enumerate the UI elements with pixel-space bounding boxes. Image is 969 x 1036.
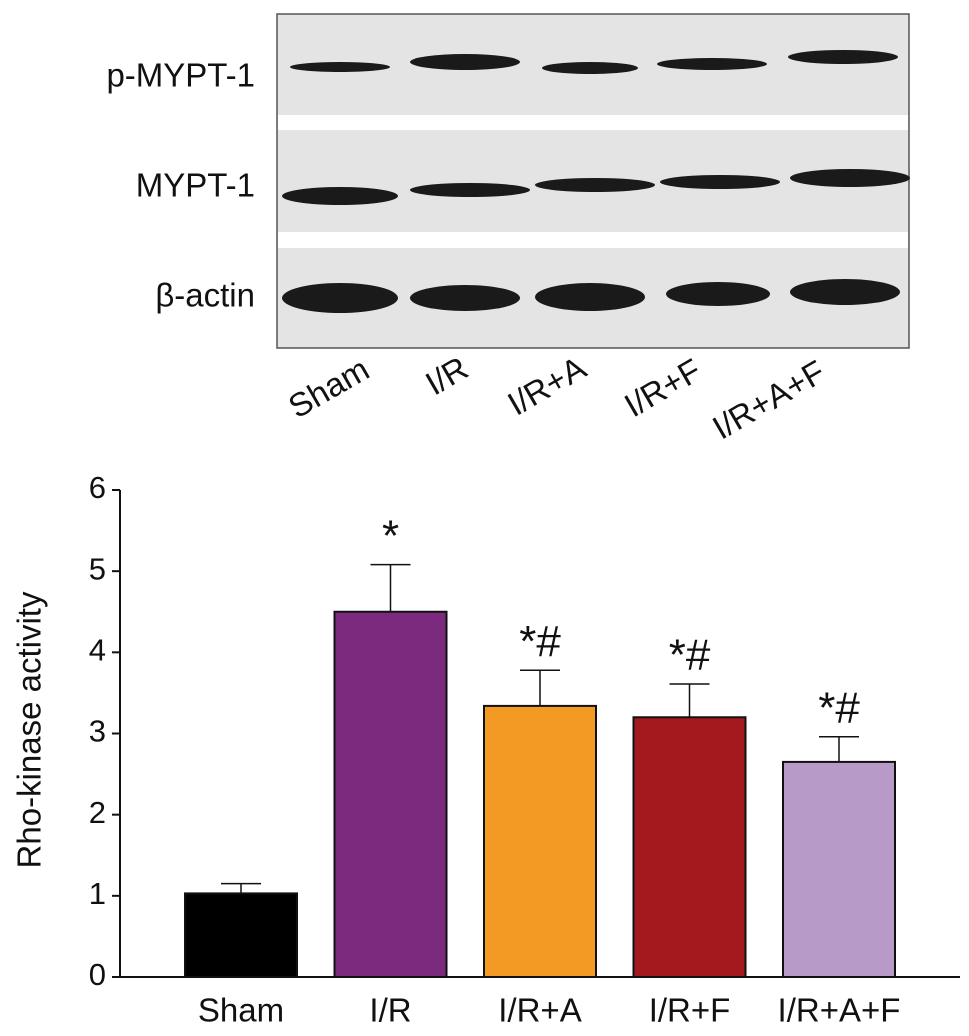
x-tick-label: I/R+A (498, 992, 581, 1029)
band (790, 279, 900, 305)
band (290, 62, 390, 72)
y-tick-label: 3 (89, 714, 106, 749)
blot-gap (278, 232, 908, 248)
y-tick-label: 0 (89, 957, 106, 992)
band (657, 58, 767, 70)
row-label: MYPT-1 (136, 167, 255, 204)
y-tick-label: 1 (89, 876, 106, 911)
band (542, 62, 638, 74)
y-tick-label: 5 (89, 551, 106, 586)
band (282, 283, 398, 313)
significance-mark: * (382, 511, 399, 560)
bar (483, 704, 597, 978)
band (282, 187, 398, 205)
x-tick-label: I/R+A+F (778, 992, 901, 1029)
row-label: β-actin (155, 277, 255, 314)
significance-mark: *# (818, 683, 860, 732)
lane-label: I/R+F (618, 351, 707, 424)
bar (782, 760, 896, 978)
y-axis-label: Rho-kinase activity (11, 591, 48, 868)
band (666, 282, 770, 306)
band (535, 283, 645, 311)
x-tick-label: I/R+F (649, 992, 731, 1029)
bar (184, 892, 298, 978)
band (660, 175, 780, 189)
western-blot: p-MYPT-1 MYPT-1 β-actin Sham I/R I/R+A I… (106, 13, 910, 446)
lane-label: I/R (419, 349, 474, 402)
y-tick-label: 6 (89, 470, 106, 505)
x-tick-label: Sham (198, 992, 284, 1029)
y-tick-label: 2 (89, 795, 106, 830)
blot-gap (278, 115, 908, 130)
x-tick-label: I/R (369, 992, 411, 1029)
significance-mark: *# (669, 631, 711, 680)
significance-mark: *# (519, 617, 561, 666)
lane-label: I/R+A+F (706, 353, 831, 446)
band (410, 285, 520, 311)
lane-label: Sham (282, 350, 375, 425)
band (410, 54, 520, 70)
band (788, 50, 898, 64)
band (790, 169, 910, 187)
lane-label: I/R+A (501, 349, 592, 423)
bar (333, 610, 448, 978)
y-tick-label: 4 (89, 633, 106, 668)
band (410, 183, 530, 197)
bands (282, 50, 910, 313)
bar (632, 716, 747, 978)
row-label: p-MYPT-1 (106, 57, 255, 94)
band (535, 178, 655, 192)
